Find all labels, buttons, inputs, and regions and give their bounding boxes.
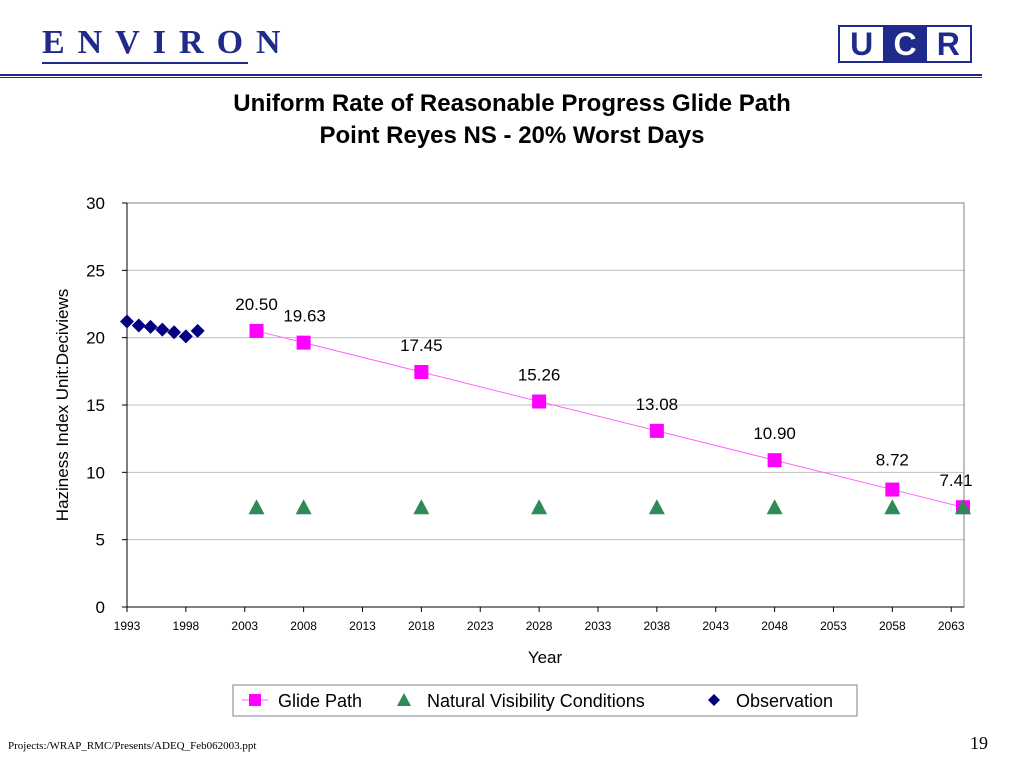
observation-point [143,319,158,334]
footer-file-path: Projects:/WRAP_RMC/Presents/ADEQ_Feb0620… [8,740,257,752]
data-label: 15.26 [518,365,561,384]
series: 20.50 19.63 17.45 15.26 13.08 10.90 8.72 7.41 [120,295,973,515]
data-label: 20.50 [235,295,278,314]
x-tick-label-2033: 2033 [585,619,612,633]
x-tick-label-2053: 2053 [820,619,847,633]
header-divider [0,74,982,78]
natural-visibility-point [884,499,901,515]
x-tick-label-2023: 2023 [467,619,494,633]
natural-visibility-point [295,499,312,515]
legend-glide-path-label: Glide Path [278,691,362,711]
environ-logo-underline [42,62,248,64]
natural-visibility-point [766,499,783,515]
legend-item-natural-visibility: Natural Visibility Conditions [397,691,645,711]
glide-path-point [414,365,429,380]
page-number: 19 [970,733,988,753]
chart-title-line-2: Point Reyes NS - 20% Worst Days [319,122,705,149]
legend-item-glide-path: Glide Path [242,691,362,711]
y-tick-label-10: 10 [86,463,105,482]
legend-glide-path-marker [249,694,261,706]
legend-natural-visibility-marker [397,693,411,706]
ucr-logo-letter-r: R [926,27,970,61]
data-label: 7.41 [939,471,972,490]
x-tick-label-2013: 2013 [349,619,376,633]
glide-path-point [767,453,782,468]
data-label: 13.08 [636,395,679,414]
glide-path-point [885,482,900,497]
x-tick-label-2043: 2043 [702,619,729,633]
series-1 [248,499,971,515]
ucr-logo: U C R [838,25,972,63]
glide-path-point [649,423,664,438]
data-label: 17.45 [400,336,443,355]
y-tick-label-20: 20 [86,329,105,348]
y-axis-label: Haziness Index Unit:Deciviews [53,289,72,521]
environ-logo: ENVIRON [42,24,294,61]
data-label: 8.72 [876,451,909,470]
y-tick-label-30: 30 [86,194,105,213]
glide-path-point [249,323,264,338]
legend-observation-label: Observation [736,691,833,711]
chart-title: Uniform Rate of Reasonable Progress Glid… [0,88,1024,152]
x-axis-label: Year [528,648,563,667]
chart-title-line-1: Uniform Rate of Reasonable Progress Glid… [233,90,791,117]
observation-point [155,322,170,337]
natural-visibility-point [531,499,548,515]
x-tick-label-2008: 2008 [290,619,317,633]
glide-path-line [256,330,964,508]
observation-point [167,325,182,340]
x-ticks: 1993 1998 2003 2008 2013 2018 2023 2028 2033 2038… [114,607,965,633]
legend-item-observation: Observation [708,691,833,711]
y-tick-label-25: 25 [86,261,105,280]
observation-point [131,318,146,333]
x-tick-label-1993: 1993 [114,619,141,633]
observation-point [120,314,134,329]
glide-path-point [532,394,547,409]
x-tick-label-2038: 2038 [644,619,671,633]
x-tick-label-2018: 2018 [408,619,435,633]
series-2 [120,314,205,344]
data-label: 10.90 [753,424,796,443]
ucr-logo-letter-u: U [840,27,884,61]
y-tick-label-5: 5 [96,531,105,550]
x-tick-label-2063: 2063 [938,619,965,633]
observation-point [190,323,205,338]
legend-natural-visibility-label: Natural Visibility Conditions [427,691,645,711]
legend: Glide Path Natural Visibility Conditions… [232,684,858,717]
x-tick-label-2048: 2048 [761,619,788,633]
natural-visibility-point [648,499,665,515]
legend-frame [232,684,858,717]
y-ticks: 0 5 10 15 20 25 30 [86,194,127,617]
x-tick-label-2003: 2003 [231,619,258,633]
observation-point [178,329,193,344]
ucr-logo-letter-c: C [883,27,927,61]
natural-visibility-point [955,499,971,515]
data-label: 19.63 [283,307,326,326]
y-tick-label-15: 15 [86,396,105,415]
legend-observation-marker [708,694,720,706]
glide-path-point [296,335,311,350]
x-tick-label-1998: 1998 [173,619,200,633]
y-tick-label-0: 0 [96,598,105,617]
natural-visibility-point [413,499,430,515]
x-tick-label-2028: 2028 [526,619,553,633]
natural-visibility-point [248,499,265,515]
x-tick-label-2058: 2058 [879,619,906,633]
